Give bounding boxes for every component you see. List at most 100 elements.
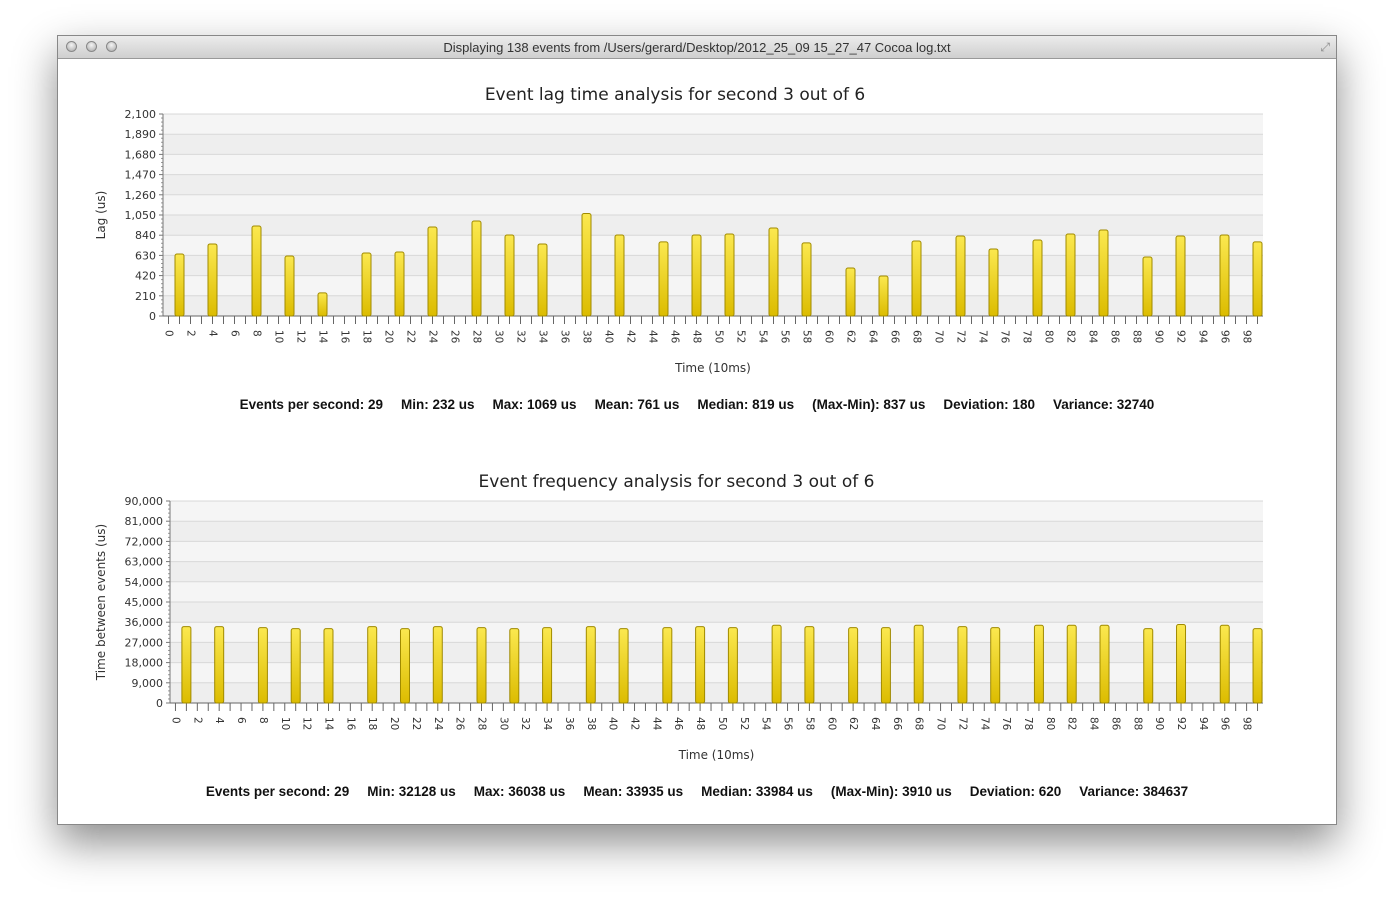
bar: [181, 626, 192, 704]
bar: [581, 213, 592, 317]
x-tick-label: 58: [801, 330, 813, 343]
zoom-icon[interactable]: [106, 41, 117, 52]
minimize-icon[interactable]: [86, 41, 97, 52]
bar: [1143, 628, 1154, 704]
plot-band: [163, 275, 1263, 296]
plot-band: [170, 541, 1263, 562]
x-tick-label: 48: [694, 717, 706, 730]
x-tick-label: 2: [185, 330, 197, 337]
y-tick-label: 63,000: [125, 556, 164, 569]
x-tick-label: 86: [1109, 717, 1121, 731]
x-tick-label: 50: [713, 330, 725, 343]
close-icon[interactable]: [66, 41, 77, 52]
y-tick-label: 210: [135, 290, 156, 303]
plot-band: [170, 642, 1263, 663]
window-title: Displaying 138 events from /Users/gerard…: [443, 40, 951, 55]
x-tick-label: 92: [1175, 330, 1187, 343]
x-tick-label: 56: [779, 330, 791, 344]
y-tick-label: 81,000: [125, 515, 164, 528]
y-tick-label: 840: [135, 229, 156, 242]
y-tick-label: 0: [156, 697, 163, 710]
x-tick-label: 42: [629, 717, 641, 730]
x-tick-label: 58: [803, 717, 815, 730]
bar: [1033, 624, 1044, 704]
stat: Max: 1069 us: [492, 397, 577, 412]
bar: [1175, 235, 1186, 317]
x-tick-label: 2: [191, 717, 203, 724]
bar: [509, 628, 520, 704]
stat: Median: 33984 us: [701, 784, 813, 799]
stat: Median: 819 us: [697, 397, 795, 412]
x-tick-label: 36: [559, 330, 571, 344]
bar: [174, 253, 185, 317]
x-tick-label: 66: [891, 717, 903, 731]
bar: [361, 252, 372, 317]
x-tick-label: 38: [581, 330, 593, 343]
bar: [913, 624, 924, 704]
x-tick-label: 52: [735, 330, 747, 343]
x-tick-label: 46: [669, 330, 681, 344]
x-tick-label: 6: [235, 717, 247, 724]
x-tick-label: 94: [1197, 330, 1209, 344]
bar: [727, 627, 738, 704]
plot-band: [163, 154, 1263, 175]
bar: [367, 626, 378, 704]
stat: (Max-Min): 3910 us: [830, 784, 952, 799]
x-tick-label: 68: [911, 330, 923, 343]
x-axis-label: Time (10ms): [674, 361, 751, 375]
bar: [432, 626, 443, 704]
x-tick-label: 92: [1175, 717, 1187, 730]
stat: (Max-Min): 837 us: [812, 397, 926, 412]
plot-band: [163, 255, 1263, 276]
bar: [848, 627, 859, 704]
stat: Deviation: 620: [969, 784, 1062, 799]
bar: [1066, 624, 1077, 704]
bar: [691, 234, 702, 317]
x-tick-label: 22: [410, 717, 422, 730]
x-tick-label: 76: [1000, 717, 1012, 731]
bar: [1032, 239, 1043, 317]
x-tick-label: 74: [977, 330, 989, 344]
x-tick-label: 26: [454, 717, 466, 731]
bar: [284, 255, 295, 317]
x-tick-label: 64: [867, 330, 879, 344]
x-tick-label: 10: [279, 717, 291, 730]
plot-band: [170, 602, 1263, 623]
y-tick-label: 72,000: [125, 535, 164, 548]
stat: Events per second: 29: [205, 784, 350, 799]
x-tick-label: 50: [716, 717, 728, 730]
y-tick-label: 420: [135, 270, 156, 283]
bar: [1252, 241, 1263, 317]
x-tick-label: 18: [361, 330, 373, 343]
x-tick-label: 82: [1066, 717, 1078, 730]
bar: [323, 628, 334, 704]
x-tick-label: 12: [295, 330, 307, 343]
x-tick-label: 10: [273, 330, 285, 343]
plot-band: [163, 134, 1263, 155]
title-bar[interactable]: Displaying 138 events from /Users/gerard…: [58, 36, 1336, 59]
y-tick-label: 1,890: [125, 128, 157, 141]
bar: [290, 628, 301, 704]
bar: [394, 251, 405, 317]
fullscreen-icon[interactable]: ⤢: [1320, 40, 1330, 54]
plot-band: [170, 682, 1263, 703]
y-tick-label: 9,000: [132, 677, 164, 690]
plot-band: [163, 235, 1263, 256]
plot-band: [170, 501, 1263, 522]
lag-stats: Events per second: 29 Min: 232 us Max: 106…: [57, 397, 1337, 412]
bar: [317, 292, 328, 317]
bar: [724, 233, 735, 317]
stat: Events per second: 29: [239, 397, 383, 412]
plot-band: [170, 521, 1263, 542]
bar: [1142, 256, 1153, 317]
plot-band: [163, 215, 1263, 236]
y-tick-label: 1,260: [125, 189, 157, 202]
x-tick-label: 0: [163, 330, 175, 337]
x-tick-label: 62: [847, 717, 859, 730]
stat: Variance: 384637: [1079, 784, 1189, 799]
x-tick-label: 60: [825, 717, 837, 730]
bar: [251, 225, 262, 317]
plot-band: [170, 662, 1263, 683]
